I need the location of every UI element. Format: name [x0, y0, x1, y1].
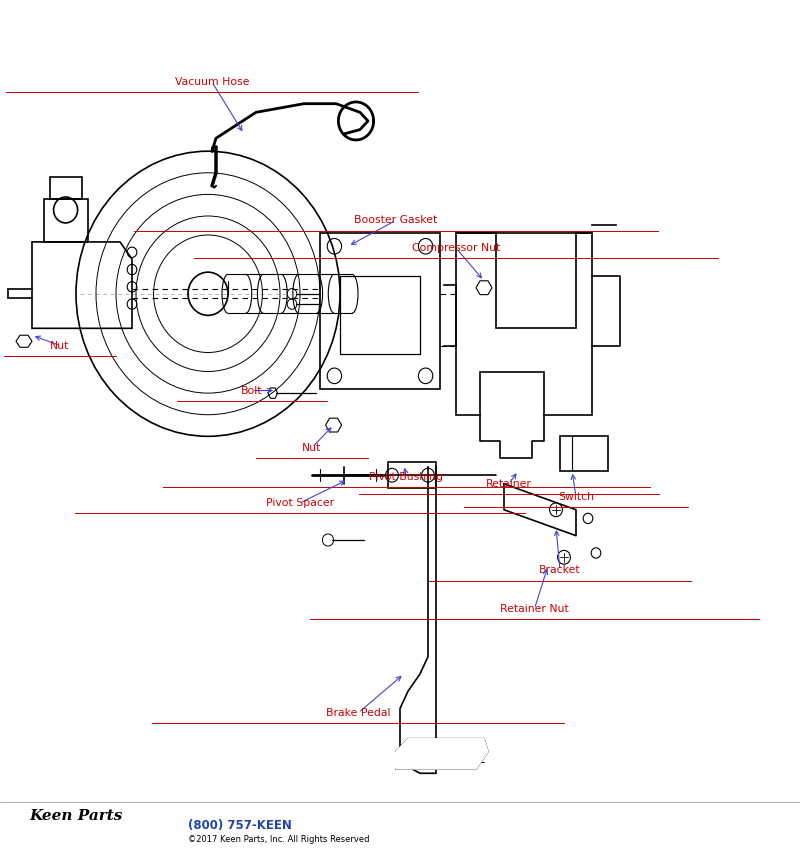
- Text: Retainer Nut: Retainer Nut: [500, 604, 569, 614]
- Text: Switch: Switch: [558, 492, 594, 502]
- Text: (800) 757-KEEN: (800) 757-KEEN: [188, 818, 292, 832]
- Text: Bolt: Bolt: [242, 385, 262, 396]
- Text: Booster Gasket: Booster Gasket: [354, 215, 438, 226]
- Text: Bracket: Bracket: [539, 565, 581, 575]
- Bar: [320, 233, 440, 389]
- Text: Vacuum Hose: Vacuum Hose: [174, 77, 250, 87]
- Text: Pivot Spacer: Pivot Spacer: [266, 498, 334, 508]
- Text: Keen Parts: Keen Parts: [30, 810, 122, 823]
- Bar: [560, 436, 608, 471]
- Bar: [340, 276, 420, 354]
- Text: Retainer: Retainer: [486, 479, 532, 489]
- Polygon shape: [396, 739, 488, 769]
- Text: Brake Pedal: Brake Pedal: [326, 708, 390, 718]
- Text: ©2017 Keen Parts, Inc. All Rights Reserved: ©2017 Keen Parts, Inc. All Rights Reserv…: [188, 835, 370, 844]
- Text: Compressor Nut: Compressor Nut: [412, 243, 500, 253]
- Text: Nut: Nut: [50, 340, 70, 351]
- Text: Nut: Nut: [302, 442, 322, 453]
- Bar: [388, 462, 436, 488]
- Text: Pivot Bushing: Pivot Bushing: [370, 472, 443, 482]
